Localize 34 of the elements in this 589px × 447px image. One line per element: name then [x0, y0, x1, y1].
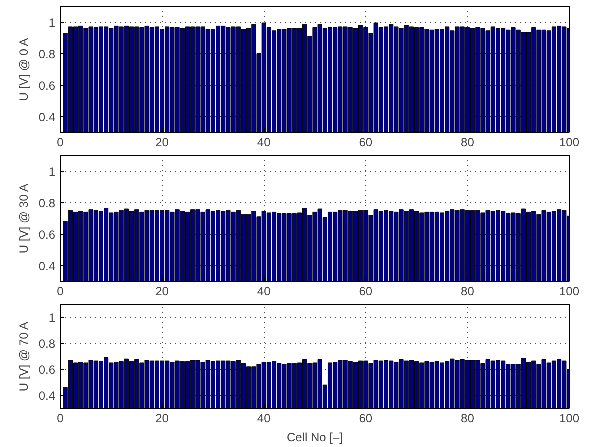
x-tick-label: 0 [57, 284, 64, 298]
x-tick-label: 40 [257, 412, 272, 426]
y-tick-label: 1 [48, 16, 56, 30]
x-tick-label: 100 [559, 284, 580, 298]
y-axis-title: U [V] @ 70 A [16, 322, 31, 392]
x-tick-label: 100 [559, 412, 580, 426]
x-tick-label: 20 [156, 284, 170, 298]
y-tick-label: 0.6 [38, 363, 56, 377]
y-tick-label: 0.6 [38, 228, 56, 242]
x-tick-label: 80 [461, 284, 475, 298]
x-tick-label: 0 [57, 412, 64, 426]
x-tick-label: 60 [359, 412, 373, 426]
x-tick-label: 20 [156, 412, 170, 426]
y-tick-label: 0.8 [38, 196, 56, 210]
x-tick-label: 60 [359, 136, 373, 150]
y-tick-label: 0.4 [38, 259, 56, 274]
y-tick-label: 0.8 [38, 337, 56, 351]
x-tick-label: 40 [257, 284, 272, 298]
y-tick-label: 0.4 [38, 110, 56, 124]
x-axis-title: Cell No [–] [286, 430, 344, 444]
y-axis-title: U [V] @ 0 A [16, 38, 31, 102]
y-axis-title: U [V] @ 30 A [16, 184, 31, 254]
x-tick-label: 80 [461, 136, 475, 150]
y-tick-label: 1 [48, 311, 56, 325]
y-tick-label: 1 [48, 164, 56, 179]
x-tick-label: 0 [57, 136, 64, 150]
y-tick-label: 0.4 [38, 389, 56, 403]
x-tick-label: 60 [359, 284, 373, 298]
x-tick-label: 100 [559, 136, 580, 150]
x-tick-label: 20 [156, 136, 170, 150]
y-tick-label: 0.6 [38, 78, 56, 93]
y-tick-label: 0.8 [38, 47, 56, 62]
x-tick-label: 40 [257, 136, 272, 150]
x-tick-label: 80 [461, 412, 475, 426]
